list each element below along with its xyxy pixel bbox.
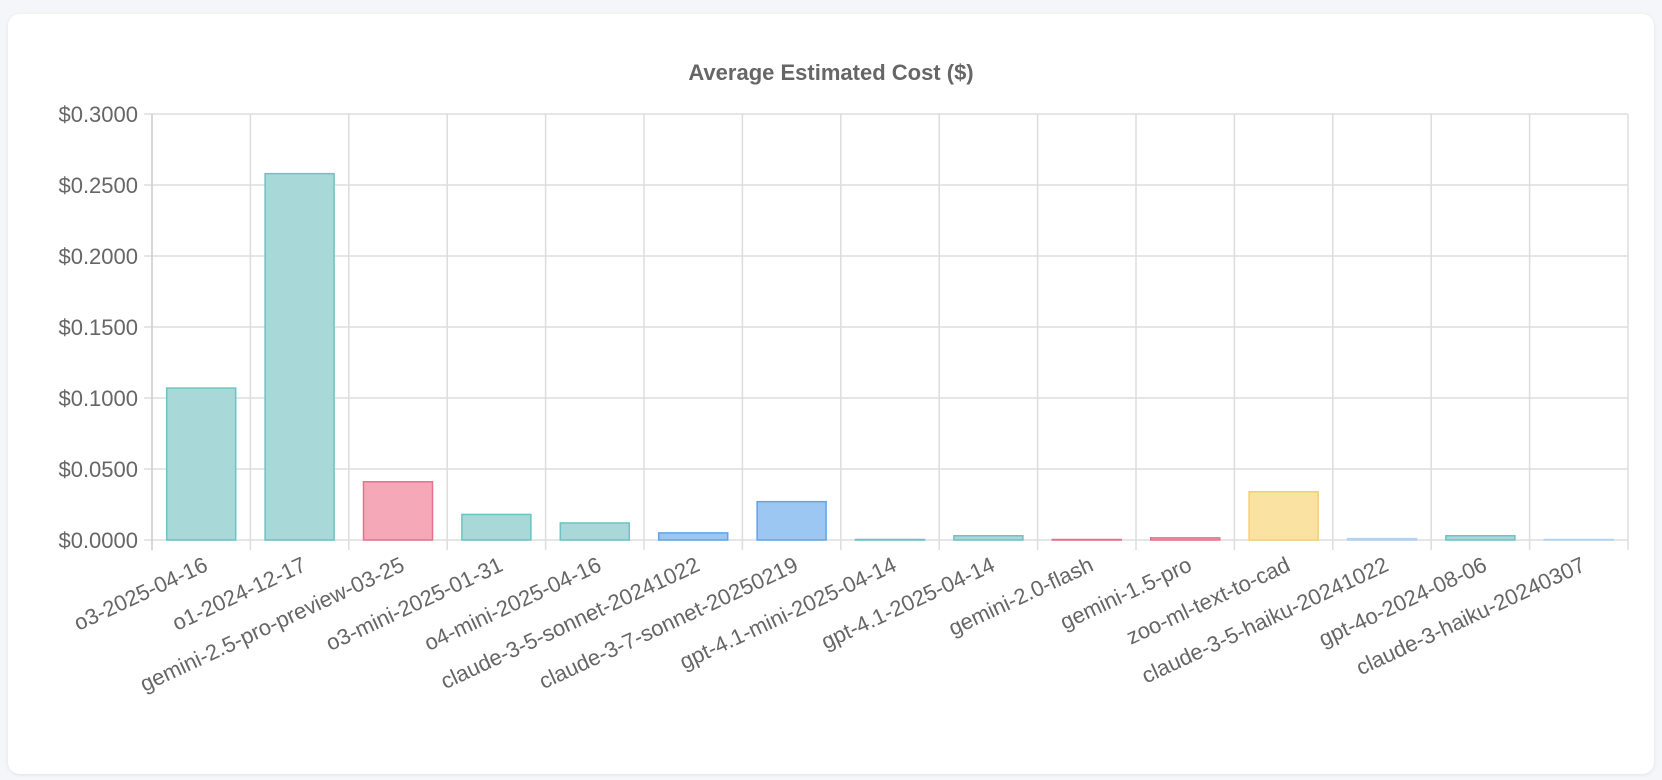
bar-o3-mini-2025-01-31[interactable] (461, 513, 532, 541)
bar-claude-3-5-sonnet-20241022[interactable] (657, 532, 729, 541)
bar-gpt-4.1-mini-2025-04-14[interactable] (854, 538, 926, 541)
grid-lines (144, 113, 1629, 550)
bar-zoo-ml-text-to-cad[interactable] (1248, 490, 1319, 541)
y-tick-label: $0.3000 (58, 102, 138, 127)
bar-o3-2025-04-16[interactable] (165, 387, 237, 541)
y-tick-label: $0.0000 (58, 528, 138, 553)
bars (165, 172, 1615, 541)
bar-o4-mini-2025-04-16[interactable] (559, 522, 631, 541)
bar-claude-3-7-sonnet-20250219[interactable] (756, 500, 827, 541)
y-tick-label: $0.0500 (58, 457, 138, 482)
y-tick-label: $0.2500 (58, 173, 138, 198)
chart-title: Average Estimated Cost ($) (688, 60, 973, 85)
bar-claude-3-haiku-20240307[interactable] (1543, 538, 1615, 541)
y-tick-label: $0.1000 (58, 386, 138, 411)
bar-o1-2024-12-17[interactable] (264, 172, 335, 541)
bar-gemini-2.5-pro-preview-03-25[interactable] (362, 481, 434, 541)
x-tick-label: gpt-4.1-2025-04-14 (817, 552, 998, 654)
x-tick-label: o3-mini-2025-01-31 (322, 552, 507, 656)
x-axis-ticks: o3-2025-04-16o1-2024-12-17gemini-2.5-pro… (70, 552, 1589, 697)
y-tick-label: $0.1500 (58, 315, 138, 340)
bar-gemini-1.5-pro[interactable] (1149, 537, 1221, 541)
bar-claude-3-5-haiku-20241022[interactable] (1346, 537, 1418, 541)
y-axis-ticks: $0.0000 $0.0500 $0.1000 $0.1500 $0.2000 $0.25… (58, 102, 138, 553)
bar-gemini-2.0-flash[interactable] (1051, 538, 1123, 541)
bar-gpt-4.1-2025-04-14[interactable] (953, 534, 1024, 541)
y-tick-label: $0.2000 (58, 244, 138, 269)
bar-gpt-4o-2024-08-06[interactable] (1445, 534, 1516, 541)
